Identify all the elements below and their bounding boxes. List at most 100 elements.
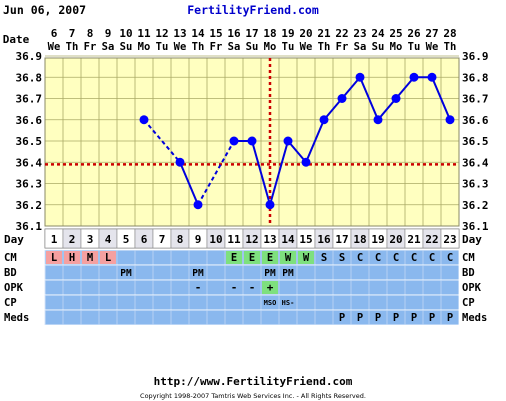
cp-value: HS- [282,299,295,307]
cp-row-label-right: CP [462,297,475,309]
cm-row-label: CM [4,252,17,264]
cycle-day-number: 4 [105,233,112,246]
temp-point[interactable] [301,157,311,167]
date-number: 20 [299,27,312,40]
weekday-label: Tu [156,41,169,53]
temp-point[interactable] [229,136,239,146]
temp-point[interactable] [427,72,437,82]
temp-segment [287,140,307,163]
temp-point[interactable] [445,115,455,125]
brand-title: FertilityFriend.com [187,3,319,17]
cm-highlight [298,251,314,264]
cycle-day-number: 5 [123,233,130,246]
cycle-day-number: 21 [407,233,421,246]
cycle-day-number: 19 [371,233,384,246]
meds-value: P [447,312,453,324]
cm-value: C [375,252,381,264]
y-tick-right: 36.6 [462,114,489,127]
cm-value: M [87,252,93,264]
y-tick-left: 36.2 [16,199,43,212]
temp-point[interactable] [139,115,149,125]
temp-point[interactable] [355,72,365,82]
cm-highlight [262,251,278,264]
weekday-label: We [426,41,439,53]
meds-value: P [393,312,399,324]
cm-highlight [64,251,80,264]
y-tick-left: 36.4 [16,156,43,169]
footer-url[interactable]: http://www.FertilityFriend.com [154,375,353,388]
y-tick-right: 36.7 [462,93,489,106]
temp-point[interactable] [337,94,347,103]
temp-segment [251,140,271,206]
y-tick-left: 36.6 [16,114,43,127]
cm-value: S [339,252,345,264]
meds-value: P [411,312,417,324]
temp-segment [359,76,379,121]
temp-point[interactable] [391,94,401,103]
temp-segment [179,161,199,206]
date-row-label: Date [3,33,30,46]
cycle-day-number: 22 [425,233,438,246]
temp-point[interactable] [373,115,383,125]
cycle-day-number: 1 [51,233,58,246]
date-number: 22 [335,27,348,40]
y-tick-right: 36.1 [462,220,489,233]
cm-highlight [244,251,260,264]
weekday-label: Sa [228,41,241,53]
date-number: 18 [263,27,276,40]
bd-row-label-right: BD [462,267,475,279]
cm-highlight [226,251,242,264]
cycle-day-number: 7 [159,233,166,246]
bd-value: PM [120,268,132,279]
date-number: 17 [245,27,258,40]
y-tick-right: 36.3 [462,178,489,191]
temp-point[interactable] [283,136,293,146]
weekday-label: Su [246,41,259,53]
y-tick-right: 36.4 [462,156,489,169]
weekday-label: Tu [282,41,295,53]
temp-point[interactable] [175,157,185,167]
y-tick-right: 36.5 [462,135,489,148]
opk-row-label-right: OPK [462,282,482,294]
bd-value: PM [282,268,294,279]
meds-value: P [429,312,435,324]
y-tick-right: 36.9 [462,50,489,63]
weekday-label: Fr [336,41,349,53]
date-number: 8 [87,27,94,40]
cycle-day-number: 23 [443,233,456,246]
footer-copyright: Copyright 1998-2007 Tamtris Web Services… [140,392,366,400]
cm-highlight [82,251,98,264]
date-number: 14 [191,27,205,40]
temp-point[interactable] [409,72,419,82]
cycle-day-number: 13 [263,233,276,246]
cycle-day-number: 9 [195,233,202,246]
temp-point[interactable] [319,115,329,125]
y-tick-right: 36.8 [462,71,489,84]
cycle-day-number: 16 [317,233,331,246]
cm-value: S [321,252,327,264]
cycle-day-number: 10 [209,233,222,246]
temp-point[interactable] [265,200,275,210]
bd-row-label: BD [4,267,17,279]
temp-point[interactable] [193,200,203,210]
bd-value: PM [264,268,276,279]
meds-value: P [357,312,363,324]
weekday-label: Sa [102,41,115,53]
cm-row-label-right: CM [462,252,475,264]
cm-value: E [231,252,237,264]
meds-value: P [375,312,381,324]
cm-value: W [303,252,310,264]
weekday-label: We [174,41,187,53]
cm-value: C [393,252,399,264]
y-tick-left: 36.9 [16,50,43,63]
date-number: 27 [425,27,438,40]
date-number: 11 [137,27,151,40]
weekday-label: We [300,41,313,53]
opk-value: - [249,281,256,294]
temp-segment [377,97,397,121]
opk-highlight [262,281,278,294]
cm-value: W [285,252,292,264]
date-number: 12 [155,27,168,40]
temp-point[interactable] [247,136,257,146]
